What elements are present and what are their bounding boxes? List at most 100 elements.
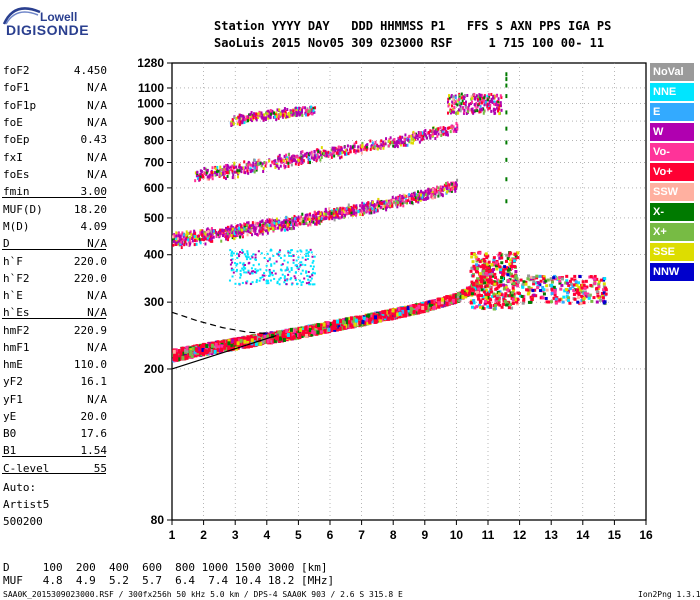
echo-point	[443, 127, 446, 131]
echo-point	[393, 198, 396, 202]
echo-point	[399, 135, 402, 139]
echo-point	[229, 166, 232, 170]
echo-point	[380, 139, 383, 143]
param-name: foE	[3, 116, 23, 129]
echo-point	[243, 121, 246, 125]
echo-point	[401, 309, 405, 314]
echo-point	[365, 146, 368, 150]
echo-point	[443, 183, 446, 187]
echo-point	[297, 219, 300, 223]
echo-point	[172, 243, 175, 247]
echo-point	[463, 294, 467, 299]
echo-point	[379, 315, 383, 320]
echo-point	[185, 233, 188, 237]
echo-point	[448, 183, 451, 187]
echo-point	[237, 120, 240, 124]
echo-point	[197, 234, 200, 238]
echo-point	[233, 228, 236, 232]
echo-point	[307, 160, 310, 164]
echo-point	[189, 352, 193, 357]
echo-point	[349, 150, 352, 154]
echo-point	[389, 314, 393, 319]
echo-point	[316, 152, 319, 156]
echo-point	[421, 137, 424, 141]
echo-point	[374, 141, 377, 145]
echo-point	[239, 338, 243, 343]
echo-point	[378, 202, 381, 206]
echo-point	[312, 220, 315, 224]
echo-point	[238, 165, 241, 169]
echo-point	[315, 217, 318, 221]
echo-point	[219, 173, 222, 177]
echo-point	[320, 146, 323, 150]
echo-point	[438, 297, 442, 302]
echo-point	[212, 346, 216, 351]
echo-point	[391, 140, 394, 144]
echo-point	[271, 226, 274, 230]
echo-point	[410, 137, 413, 141]
echo-point	[252, 226, 255, 230]
echo-point	[421, 305, 425, 310]
echo-point	[304, 106, 307, 110]
echo-point	[253, 158, 256, 162]
echo-point	[385, 208, 388, 212]
echo-point	[288, 217, 291, 221]
echo-point	[315, 222, 318, 226]
echo-point	[300, 150, 303, 154]
echo-point	[402, 310, 406, 315]
echo-point	[336, 207, 339, 211]
echo-point	[389, 203, 392, 207]
echo-point	[266, 112, 269, 116]
echo-point	[240, 230, 243, 234]
echo-point	[209, 239, 212, 243]
echo-point	[187, 236, 190, 240]
echo-point	[399, 138, 402, 142]
echo-point	[239, 225, 242, 229]
echo-point	[339, 156, 342, 160]
echo-point	[431, 189, 434, 193]
echo-point	[367, 318, 371, 323]
echo-point	[409, 306, 413, 311]
echo-point	[411, 304, 415, 309]
echo-point	[416, 137, 419, 141]
echo-point	[369, 208, 372, 212]
echo-point	[210, 227, 213, 231]
echo-point	[209, 237, 212, 241]
echo-point	[303, 217, 306, 221]
param-name: D	[3, 237, 10, 250]
echo-point	[322, 152, 325, 156]
param-value: 17.6	[80, 427, 108, 440]
echo-point	[278, 153, 281, 157]
echo-point	[388, 200, 391, 204]
echo-point	[318, 222, 321, 226]
auto-artist: Artist5	[3, 498, 50, 511]
echo-point	[425, 193, 428, 197]
echo-point	[206, 175, 209, 179]
echo-point	[235, 337, 239, 342]
echo-point	[332, 321, 336, 326]
param-value: 55	[93, 462, 107, 475]
echo-point	[223, 165, 226, 169]
echo-point	[344, 149, 347, 153]
echo-point	[277, 159, 280, 163]
echo-point	[236, 341, 240, 346]
echo-point	[378, 144, 381, 148]
echo-point	[441, 302, 445, 307]
echo-point	[461, 290, 465, 295]
echo-point	[280, 228, 283, 232]
echo-point	[344, 152, 347, 156]
echo-point	[210, 232, 213, 236]
logo-lowell: Lowell	[40, 10, 78, 24]
echo-point	[417, 190, 420, 194]
echo-point	[367, 201, 370, 205]
echo-point	[370, 144, 373, 148]
echo-point	[245, 163, 248, 167]
echo-point	[235, 116, 238, 120]
echo-point	[357, 149, 360, 153]
echo-point	[413, 191, 416, 195]
echo-point	[456, 123, 459, 127]
echo-point	[204, 237, 207, 241]
echo-point	[476, 278, 480, 283]
echo-point	[433, 303, 437, 308]
echo-point	[254, 163, 257, 167]
